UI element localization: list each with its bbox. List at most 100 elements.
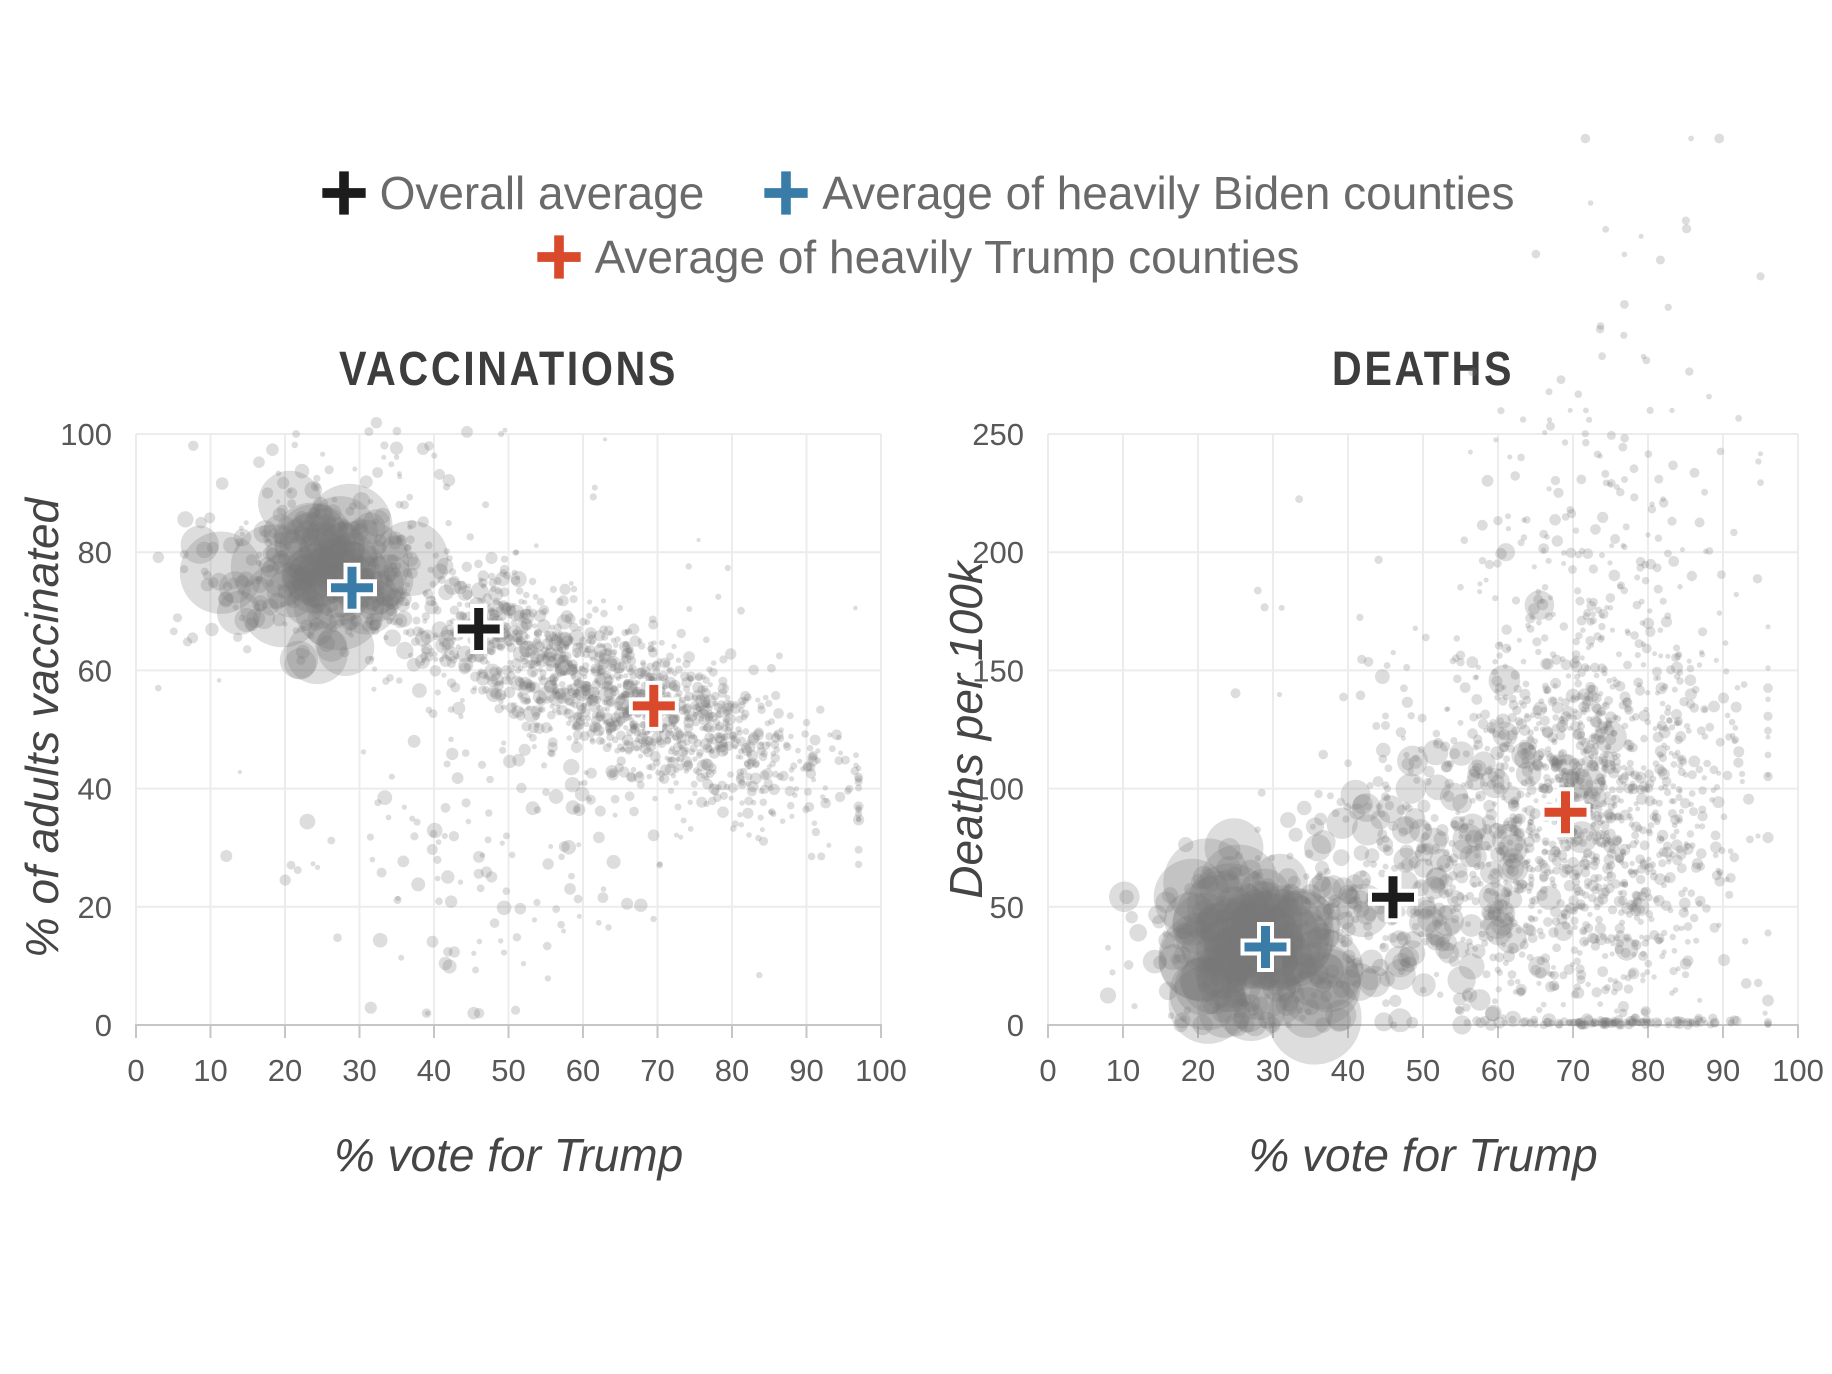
county-point	[573, 894, 583, 904]
county-point	[1497, 731, 1506, 740]
county-point	[1621, 764, 1627, 771]
county-point	[1417, 899, 1436, 918]
county-point	[477, 760, 487, 770]
county-point	[1639, 826, 1648, 835]
county-point	[1616, 651, 1622, 658]
county-point	[1626, 899, 1638, 911]
county-point	[724, 726, 733, 735]
county-point	[298, 565, 306, 573]
county-point	[683, 715, 690, 722]
county-point	[1531, 758, 1543, 770]
county-point	[564, 777, 581, 793]
county-point	[740, 690, 751, 702]
county-point	[264, 538, 273, 548]
county-point	[641, 735, 653, 747]
county-point	[281, 524, 287, 530]
county-point	[1507, 744, 1516, 753]
county-point	[1555, 1021, 1563, 1029]
county-point	[446, 619, 453, 626]
county-point	[1246, 894, 1253, 902]
county-point	[325, 554, 340, 569]
county-point	[276, 504, 288, 516]
county-point	[298, 546, 304, 552]
county-point	[1322, 929, 1340, 948]
county-point	[597, 657, 610, 670]
county-point	[1722, 770, 1733, 781]
county-point	[374, 799, 382, 807]
county-point	[1619, 919, 1626, 926]
county-point	[699, 738, 712, 750]
county-point	[1620, 586, 1629, 595]
county-point	[506, 612, 513, 619]
county-point	[1294, 961, 1306, 973]
county-point	[1622, 697, 1632, 707]
county-point	[1303, 999, 1320, 1016]
county-point	[1727, 848, 1734, 854]
county-point	[1609, 683, 1616, 690]
county-point	[1483, 577, 1489, 583]
county-point	[1318, 749, 1328, 760]
county-point	[1551, 757, 1560, 767]
county-point	[1396, 932, 1406, 942]
county-point	[1565, 688, 1581, 704]
county-point	[1645, 532, 1651, 538]
county-point	[735, 774, 745, 784]
county-point	[1710, 841, 1722, 854]
county-point	[618, 766, 630, 778]
county-point	[431, 452, 438, 459]
county-point	[1572, 924, 1578, 931]
county-point	[687, 799, 693, 805]
county-point	[582, 674, 588, 680]
county-point	[770, 751, 776, 757]
county-point	[1676, 754, 1687, 765]
county-point	[330, 625, 337, 633]
county-point	[1627, 967, 1640, 980]
county-point	[612, 720, 620, 727]
county-point	[1604, 696, 1614, 705]
county-point	[1465, 921, 1472, 928]
county-point	[1480, 840, 1491, 851]
county-point	[372, 932, 388, 948]
county-point	[1522, 680, 1530, 688]
county-point	[1582, 939, 1589, 946]
county-point	[1280, 812, 1296, 828]
county-point	[612, 812, 618, 818]
county-point	[1660, 496, 1666, 502]
county-point	[561, 692, 567, 698]
county-point	[1494, 768, 1506, 779]
county-point	[1536, 980, 1542, 987]
county-point	[422, 618, 428, 624]
county-point	[210, 572, 229, 591]
county-point	[235, 575, 249, 589]
county-point	[1353, 890, 1369, 906]
county-point	[570, 585, 578, 593]
county-point	[1436, 824, 1449, 837]
county-point	[508, 708, 520, 720]
county-point	[735, 726, 742, 733]
county-point	[623, 739, 630, 746]
county-point	[349, 502, 357, 510]
county-point	[1503, 820, 1510, 827]
county-point	[180, 565, 189, 574]
county-point	[1514, 717, 1524, 726]
county-point	[553, 676, 559, 682]
county-point	[409, 815, 416, 822]
county-point	[528, 663, 534, 670]
county-point	[1570, 1018, 1578, 1027]
county-point	[1698, 805, 1707, 814]
county-point	[1551, 759, 1563, 771]
county-point	[640, 737, 647, 743]
county-point	[718, 676, 728, 686]
county-point	[1293, 996, 1301, 1004]
county-point	[1632, 891, 1643, 901]
county-point	[1408, 856, 1421, 869]
county-point	[1624, 1020, 1634, 1030]
county-point	[298, 546, 312, 560]
county-point	[1589, 597, 1598, 607]
county-point	[1683, 1020, 1693, 1030]
county-point	[1686, 570, 1698, 582]
county-point	[406, 552, 413, 560]
county-point	[834, 791, 846, 803]
county-point	[472, 685, 478, 691]
county-point	[1264, 1016, 1281, 1034]
